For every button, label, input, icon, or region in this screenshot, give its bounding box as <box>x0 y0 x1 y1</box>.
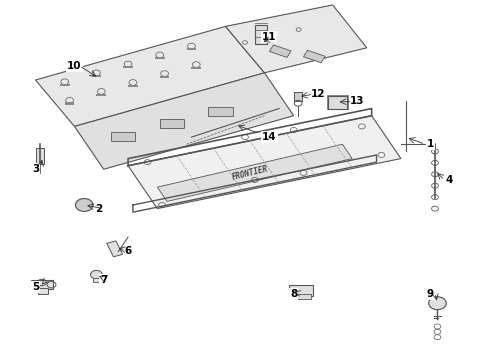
Bar <box>128 85 138 87</box>
Bar <box>255 24 267 44</box>
Text: 7: 7 <box>100 275 107 285</box>
Text: 8: 8 <box>290 289 297 299</box>
Bar <box>327 95 348 109</box>
Bar <box>192 67 201 69</box>
Bar <box>328 96 347 109</box>
Polygon shape <box>157 144 352 202</box>
Text: 14: 14 <box>262 132 277 142</box>
Polygon shape <box>128 116 401 208</box>
Bar <box>107 241 122 257</box>
Bar <box>270 45 291 58</box>
Bar <box>36 148 44 164</box>
Bar <box>65 103 74 105</box>
Text: 11: 11 <box>262 32 277 42</box>
Bar <box>38 288 48 294</box>
Bar <box>208 107 233 116</box>
Text: 1: 1 <box>426 139 434 149</box>
Polygon shape <box>225 5 367 73</box>
Text: 2: 2 <box>95 203 102 213</box>
Bar <box>123 66 133 68</box>
Text: 12: 12 <box>311 89 325 99</box>
Bar <box>60 84 70 86</box>
Circle shape <box>75 199 93 211</box>
Text: 3: 3 <box>32 164 39 174</box>
Bar <box>160 119 184 128</box>
Text: 5: 5 <box>32 282 39 292</box>
Text: 9: 9 <box>427 289 434 299</box>
Bar <box>93 278 100 282</box>
Bar <box>294 294 311 298</box>
Polygon shape <box>74 73 294 169</box>
Bar <box>160 76 170 78</box>
Bar <box>97 94 106 96</box>
Bar <box>155 57 165 59</box>
Bar <box>30 280 52 289</box>
Bar <box>187 48 196 50</box>
Circle shape <box>91 270 102 279</box>
Bar <box>92 75 101 77</box>
Bar <box>303 50 325 63</box>
Text: 4: 4 <box>446 175 453 185</box>
Polygon shape <box>35 26 265 126</box>
Bar <box>289 285 313 296</box>
Text: FRONTIER: FRONTIER <box>231 164 269 182</box>
Circle shape <box>429 297 446 310</box>
Bar <box>111 132 135 141</box>
Text: 6: 6 <box>124 247 132 256</box>
Text: 13: 13 <box>350 96 364 107</box>
Bar <box>294 93 302 102</box>
Text: 10: 10 <box>67 61 82 71</box>
